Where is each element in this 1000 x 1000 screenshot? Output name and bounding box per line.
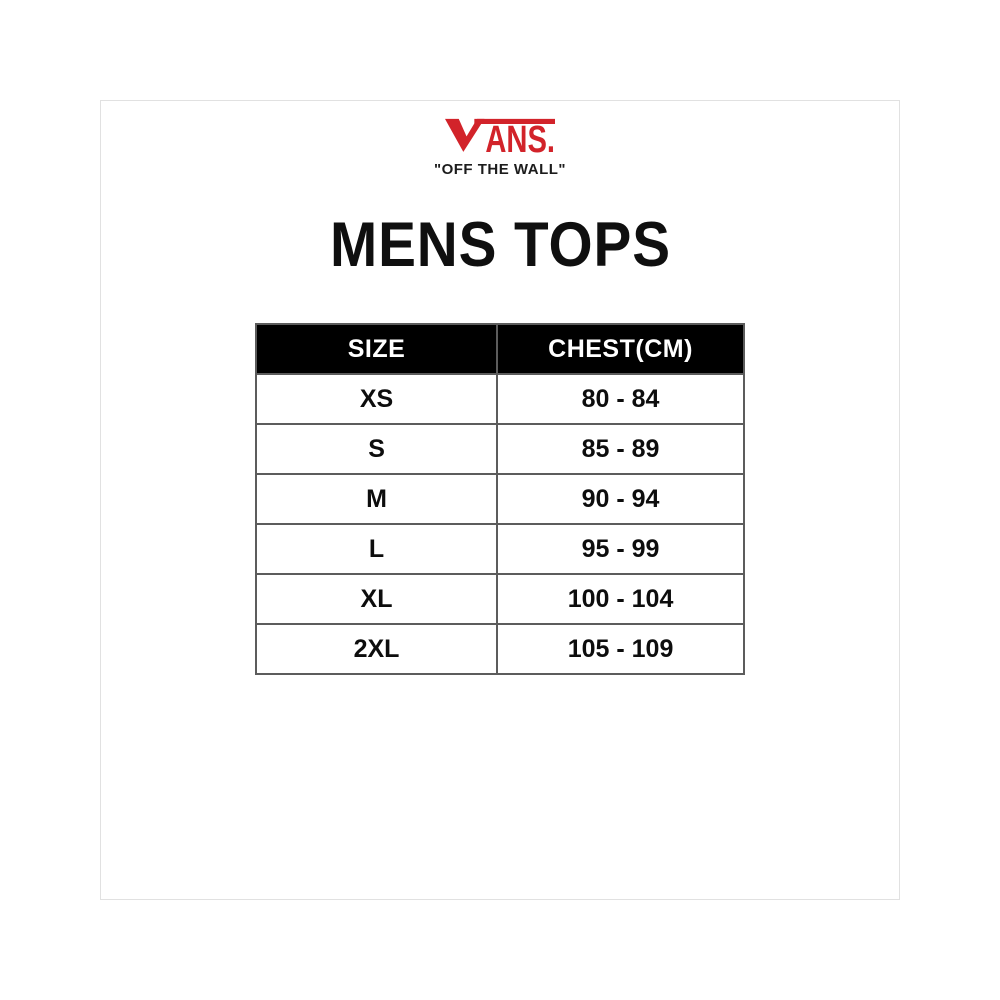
size-cell: XL bbox=[254, 573, 499, 625]
chest-cell: 100 - 104 bbox=[496, 573, 745, 625]
size-cell: S bbox=[254, 423, 499, 475]
size-guide-card: ANS. "OFF THE WALL" MENS TOPS SIZE CHEST… bbox=[100, 100, 900, 900]
chest-cell: 80 - 84 bbox=[496, 373, 745, 425]
vans-logo: ANS. bbox=[445, 118, 555, 154]
chest-cell: 95 - 99 bbox=[496, 523, 745, 575]
page-title: MENS TOPS bbox=[329, 210, 671, 280]
chest-cell: 105 - 109 bbox=[496, 623, 745, 675]
size-table-row: XS 80 - 84 bbox=[254, 373, 745, 425]
vans-logo-letters: ANS. bbox=[485, 118, 555, 154]
size-table-row: S 85 - 89 bbox=[254, 423, 745, 475]
size-chart-header: SIZE CHEST(CM) bbox=[254, 323, 745, 375]
brand-tagline: "OFF THE WALL" bbox=[433, 161, 567, 178]
size-table-row: XL 100 - 104 bbox=[254, 573, 745, 625]
size-cell: L bbox=[254, 523, 499, 575]
column-header-chest: CHEST(CM) bbox=[496, 323, 745, 375]
chest-cell: 90 - 94 bbox=[496, 473, 745, 525]
size-cell: XS bbox=[254, 373, 499, 425]
size-table-row: M 90 - 94 bbox=[254, 473, 745, 525]
size-table-body: XS 80 - 84 S 85 - 89 M 90 - 94 L 95 - 99… bbox=[254, 373, 745, 675]
size-cell: M bbox=[254, 473, 499, 525]
size-cell: 2XL bbox=[254, 623, 499, 675]
vans-logo-beam bbox=[474, 118, 555, 124]
vans-logo-v-shape bbox=[445, 118, 485, 152]
size-table-row: L 95 - 99 bbox=[254, 523, 745, 575]
header-row: SIZE CHEST(CM) bbox=[254, 323, 745, 375]
column-header-size: SIZE bbox=[254, 323, 499, 375]
chest-cell: 85 - 89 bbox=[496, 423, 745, 475]
size-table-row: 2XL 105 - 109 bbox=[254, 623, 745, 675]
size-chart-table: SIZE CHEST(CM) XS 80 - 84 S 85 - 89 M 90… bbox=[254, 323, 745, 675]
